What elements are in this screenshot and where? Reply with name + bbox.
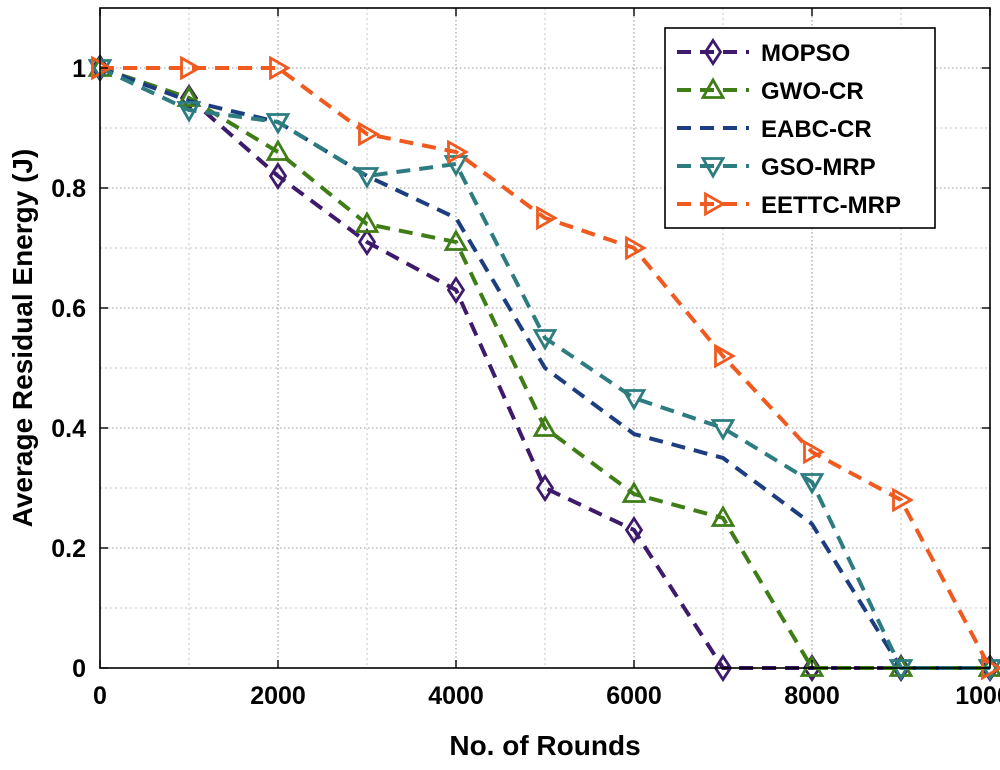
legend-label-gso-mrp: GSO-MRP: [761, 154, 876, 181]
y-tick-label: 0: [72, 655, 86, 683]
legend-label-eettc-mrp: EETTC-MRP: [761, 192, 901, 219]
y-tick-label: 1: [72, 55, 86, 83]
y-axis-title: Average Residual Energy (J): [7, 149, 38, 528]
x-tick-label: 6000: [606, 682, 662, 710]
x-tick-label: 2000: [250, 682, 306, 710]
x-tick-label: 8000: [784, 682, 840, 710]
y-tick-label: 0.8: [51, 175, 86, 203]
legend-label-eabc-cr: EABC-CR: [761, 116, 872, 143]
y-tick-label: 0.2: [51, 535, 86, 563]
legend-label-gwo-cr: GWO-CR: [761, 78, 864, 105]
x-axis-title: No. of Rounds: [449, 730, 640, 761]
x-tick-label: 4000: [428, 682, 484, 710]
legend-label-mopso: MOPSO: [761, 40, 850, 67]
x-tick-label: 0: [93, 682, 107, 710]
legend: MOPSO GWO-CR EABC-CR GSO-MRP EETTC-MRP: [665, 28, 935, 228]
y-tick-label: 0.4: [51, 415, 86, 443]
y-tick-label: 0.6: [51, 295, 86, 323]
